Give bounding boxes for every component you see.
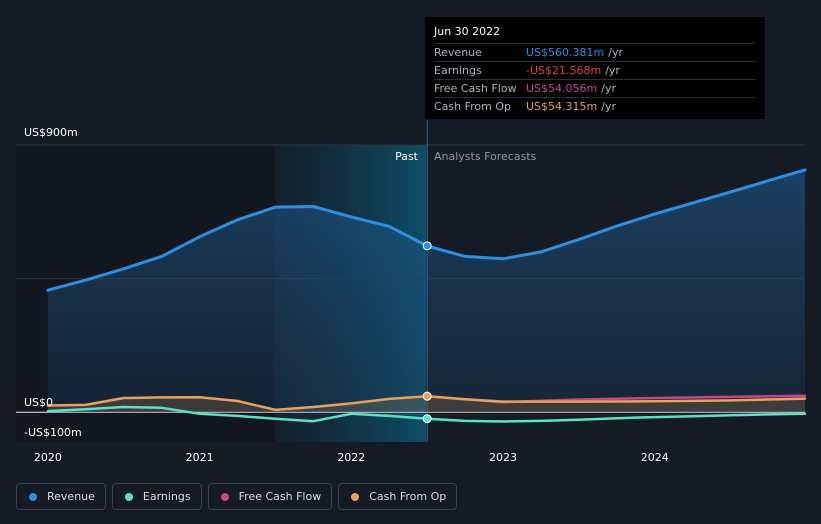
tooltip-label: Cash From Op (434, 100, 512, 113)
legend-item-cash-from-op[interactable]: Cash From Op (338, 483, 458, 510)
legend-dot-icon (29, 492, 37, 501)
tooltip-value: US$54.056m (526, 82, 598, 95)
tooltip-label: Earnings (434, 64, 482, 77)
past-label: Past (395, 150, 419, 163)
legend-dot-icon (220, 492, 229, 501)
x-tick-label: 2024 (641, 451, 669, 464)
tooltip-row-cash-from-op: Cash From Op US$54.315m /yr (434, 97, 756, 115)
tooltip-value: US$54.315m (526, 100, 598, 113)
tooltip-date: Jun 30 2022 (434, 25, 501, 38)
legend-label: Cash From Op (369, 490, 447, 503)
tooltip-value: -US$21.568m (526, 64, 602, 77)
tooltip-unit: /yr (605, 64, 620, 77)
x-tick-label: 2022 (337, 451, 365, 464)
tooltip-row-earnings: Earnings -US$21.568m /yr (434, 61, 756, 79)
legend-dot-icon (124, 492, 133, 501)
tooltip-unit: /yr (601, 82, 616, 95)
legend: Revenue Earnings Free Cash Flow Cash Fro… (16, 483, 458, 510)
marker-cash-from-op (422, 391, 432, 401)
tooltip-row-revenue: Revenue US$560.381m /yr (434, 43, 756, 61)
area-revenue (47, 169, 805, 413)
x-tick-label: 2020 (34, 451, 62, 464)
area-cash-from-op (47, 396, 805, 413)
x-tick-label: 2021 (186, 451, 214, 464)
y-label-zero: US$0 (24, 396, 53, 409)
marker-revenue (422, 241, 432, 251)
line-cash-from-op (46, 394, 807, 412)
y-label-top: US$900m (24, 126, 78, 139)
tooltip-unit: /yr (601, 100, 616, 113)
tooltip-label: Free Cash Flow (434, 82, 517, 95)
tooltip-panel: Jun 30 2022 Revenue US$560.381m /yr Earn… (425, 17, 765, 119)
tooltip-row-free-cash-flow: Free Cash Flow US$54.056m /yr (434, 79, 756, 97)
legend-item-free-cash-flow[interactable]: Free Cash Flow (207, 483, 333, 510)
tooltip-label: Revenue (434, 46, 482, 59)
legend-item-earnings[interactable]: Earnings (111, 483, 202, 510)
forecast-label: Analysts Forecasts (434, 150, 537, 163)
tooltip-unit: /yr (608, 46, 623, 59)
marker-earnings (422, 414, 432, 424)
legend-dot-icon (351, 492, 360, 501)
legend-label: Earnings (142, 490, 191, 503)
legend-label: Revenue (47, 490, 95, 503)
y-label-bottom: -US$100m (24, 426, 82, 439)
tooltip-value: US$560.381m (526, 46, 605, 59)
legend-label: Free Cash Flow (238, 490, 322, 503)
x-tick-label: 2023 (489, 451, 517, 464)
legend-item-revenue[interactable]: Revenue (16, 483, 106, 510)
